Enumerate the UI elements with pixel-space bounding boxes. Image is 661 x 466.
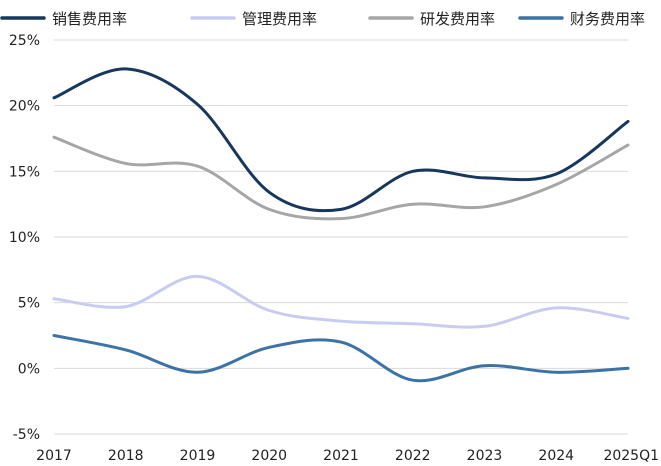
x-tick-label: 2017 <box>36 448 72 464</box>
x-tick-label: 2020 <box>251 448 287 464</box>
legend-label: 销售费用率 <box>52 10 127 28</box>
legend-label: 研发费用率 <box>420 10 495 28</box>
series-line <box>52 274 630 329</box>
y-tick-label: 10% <box>9 230 40 246</box>
x-axis-tick-labels: 2017 2018 2019 2020 2021 2022 2023 2024 2025Q1 <box>36 448 659 464</box>
legend-label: 管理费用率 <box>242 10 317 28</box>
legend: 销售费用率 管理费用率 研发费用率 财务费用率 <box>0 10 645 28</box>
x-tick-label: 2024 <box>538 448 574 464</box>
x-tick-label: 2022 <box>395 448 431 464</box>
series-line <box>52 67 630 213</box>
x-tick-label: 2019 <box>180 448 216 464</box>
y-tick-label: 25% <box>9 33 40 49</box>
y-tick-label: 15% <box>9 164 40 180</box>
series-lines <box>52 67 630 383</box>
y-axis-tick-labels: 25% 20% 15% 10% 5% 0% -5% <box>9 33 40 443</box>
gridlines <box>54 39 628 435</box>
y-tick-label: 20% <box>9 99 40 115</box>
y-tick-label: -5% <box>13 427 40 443</box>
y-tick-label: 5% <box>18 296 40 312</box>
y-tick-label: 0% <box>18 361 40 377</box>
series-line <box>52 135 630 221</box>
x-tick-label: 2021 <box>323 448 359 464</box>
x-tick-label: 2025Q1 <box>603 448 659 464</box>
x-tick-label: 2018 <box>108 448 144 464</box>
legend-label: 财务费用率 <box>570 10 645 28</box>
x-tick-label: 2023 <box>467 448 503 464</box>
series-line <box>52 334 630 383</box>
